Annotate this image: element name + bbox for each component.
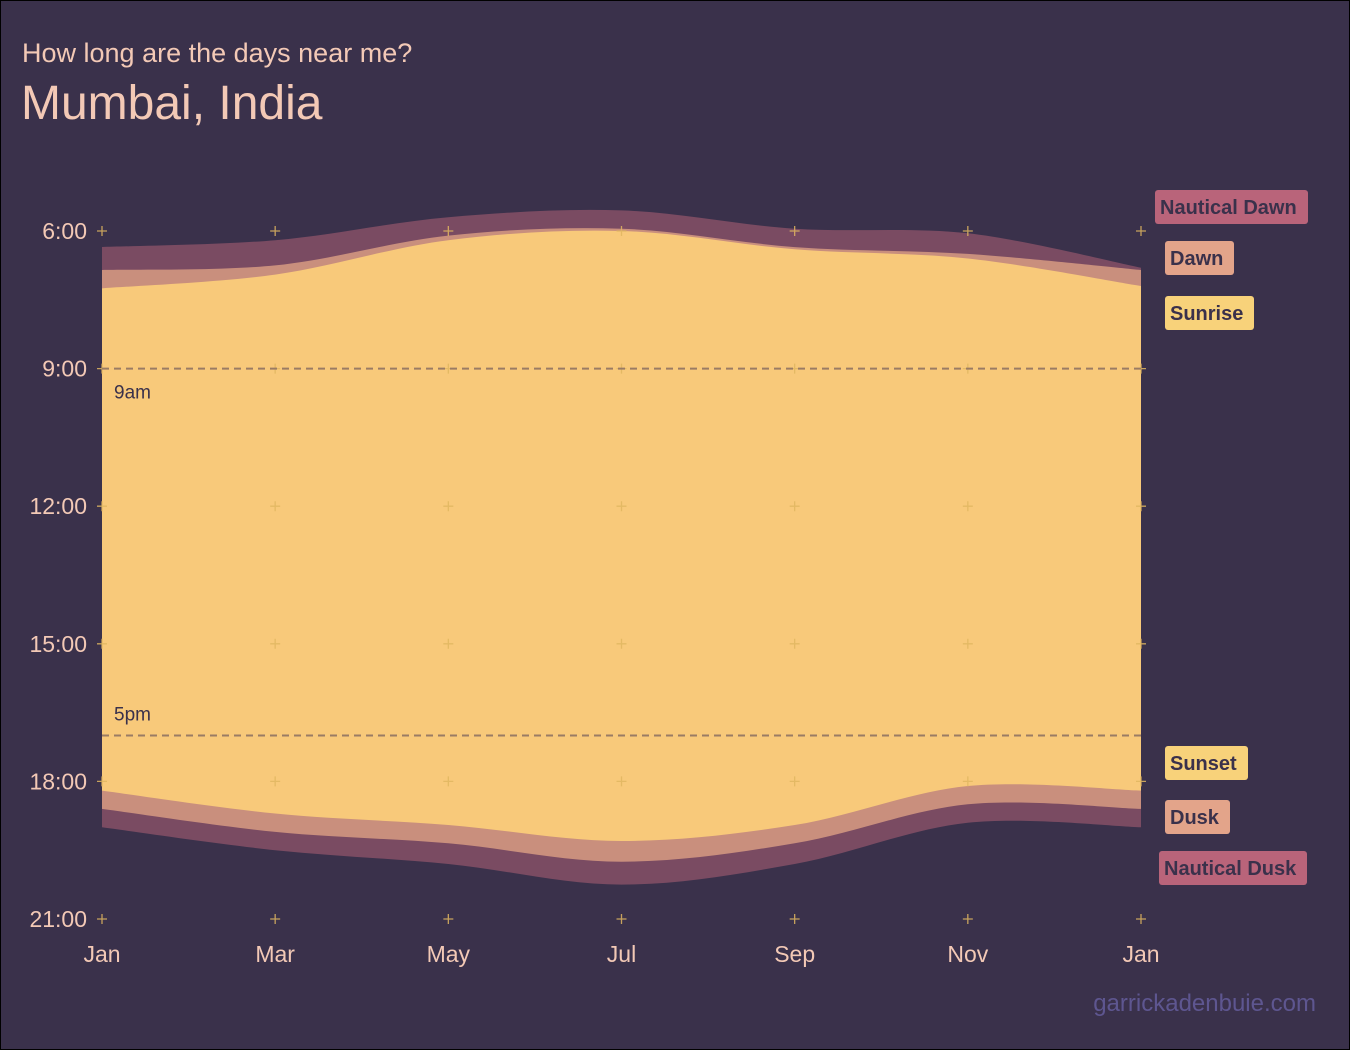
y-axis: 6:00 9:00 12:00 15:00 18:00 21:00 <box>29 218 87 932</box>
label-dawn: Dawn <box>1165 241 1234 275</box>
grid-plus-marker <box>789 914 800 924</box>
grid-plus-marker <box>1136 776 1146 787</box>
x-tick-label: Sep <box>774 941 815 967</box>
grid-plus-marker <box>443 501 454 512</box>
grid-plus-marker <box>616 501 627 512</box>
label-sunrise: Sunrise <box>1165 296 1254 330</box>
label-box-sunrise <box>1165 296 1254 330</box>
grid-plus-marker <box>962 776 973 787</box>
y-tick-label: 21:00 <box>29 906 87 932</box>
grid-plus-marker <box>443 914 454 924</box>
grid-layer <box>97 226 1146 924</box>
grid-plus-marker <box>443 776 454 787</box>
grid-plus-marker <box>97 501 107 512</box>
grid-plus-marker <box>789 226 800 236</box>
grid-plus-marker <box>1136 501 1146 512</box>
grid-plus-marker <box>270 226 281 236</box>
reference-lines-layer: 9am 5pm <box>102 367 1145 737</box>
grid-plus-marker <box>616 638 627 649</box>
grid-plus-marker <box>962 226 973 236</box>
label-text-dawn: Dawn <box>1170 248 1223 270</box>
x-tick-label: Jul <box>607 941 636 967</box>
label-text-nautical-dawn: Nautical Dawn <box>1160 197 1297 219</box>
grid-plus-marker <box>616 914 627 924</box>
grid-plus-marker <box>789 776 800 787</box>
grid-plus-marker <box>270 501 281 512</box>
chart-title: Mumbai, India <box>21 77 323 130</box>
grid-plus-marker <box>443 226 454 236</box>
grid-plus-marker <box>270 776 281 787</box>
reference-label-9am: 9am <box>114 383 151 404</box>
grid-plus-marker <box>270 638 281 649</box>
credit-text: garrickadenbuie.com <box>1093 990 1316 1017</box>
daylight-band <box>102 230 1141 841</box>
grid-plus-marker <box>97 914 107 924</box>
label-sunset: Sunset <box>1165 746 1248 780</box>
grid-plus-marker <box>1136 226 1146 236</box>
grid-plus-marker <box>616 226 627 236</box>
label-box-nautical-dusk <box>1159 851 1307 885</box>
label-dusk: Dusk <box>1165 800 1230 834</box>
grid-plus-marker <box>789 501 800 512</box>
grid-plus-marker <box>443 638 454 649</box>
x-tick-label: Jan <box>1122 941 1159 967</box>
y-tick-label: 6:00 <box>42 218 87 244</box>
label-box-nautical-dawn <box>1155 190 1308 224</box>
chart-subtitle: How long are the days near me? <box>22 38 413 68</box>
grid-plus-marker <box>1136 914 1146 924</box>
y-tick-label: 18:00 <box>29 768 87 794</box>
bands-layer <box>102 209 1141 885</box>
grid-plus-marker <box>97 638 107 649</box>
label-nautical-dawn: Nautical Dawn <box>1155 190 1308 224</box>
grid-plus-marker <box>962 914 973 924</box>
label-nautical-dusk: Nautical Dusk <box>1159 851 1307 885</box>
label-box-dusk <box>1165 800 1230 834</box>
grid-plus-marker <box>616 776 627 787</box>
y-tick-label: 12:00 <box>29 493 87 519</box>
grid-plus-marker <box>789 638 800 649</box>
x-tick-label: May <box>427 941 471 967</box>
x-axis: Jan Mar May Jul Sep Nov Jan <box>83 941 1159 967</box>
x-tick-label: Nov <box>947 941 988 967</box>
reference-label-5pm: 5pm <box>114 705 151 726</box>
grid-plus-marker <box>97 226 107 236</box>
label-text-sunrise: Sunrise <box>1170 303 1243 325</box>
label-text-nautical-dusk: Nautical Dusk <box>1164 858 1297 880</box>
grid-plus-marker <box>97 776 107 787</box>
grid-plus-marker <box>962 638 973 649</box>
label-box-sunset <box>1165 746 1248 780</box>
y-tick-label: 9:00 <box>42 356 87 382</box>
label-box-dawn <box>1165 241 1234 275</box>
grid-plus-marker <box>962 501 973 512</box>
band-labels: Nautical Dawn Dawn Sunrise Sunset Dusk Nautic… <box>1155 190 1308 885</box>
label-text-sunset: Sunset <box>1170 753 1237 775</box>
y-tick-label: 15:00 <box>29 631 87 657</box>
grid-plus-marker <box>1136 638 1146 649</box>
x-tick-label: Jan <box>83 941 120 967</box>
grid-plus-marker <box>270 914 281 924</box>
label-text-dusk: Dusk <box>1170 807 1220 829</box>
x-tick-label: Mar <box>255 941 295 967</box>
